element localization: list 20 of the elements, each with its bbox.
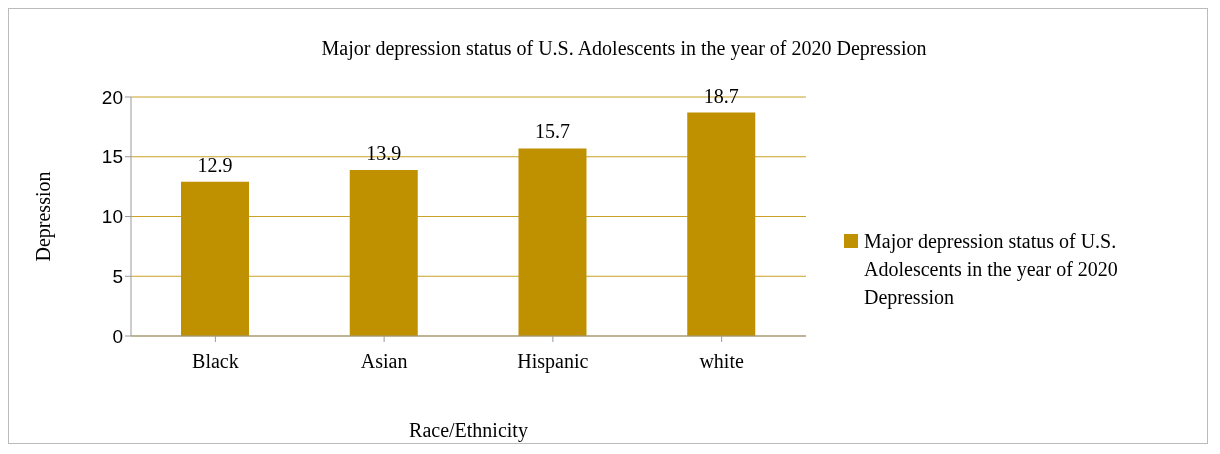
bar xyxy=(687,112,756,336)
data-label: 18.7 xyxy=(703,84,739,107)
bar xyxy=(349,169,418,336)
y-tick-label: 15 xyxy=(101,146,123,168)
data-label: 12.9 xyxy=(197,153,233,176)
legend-label: Major depression status of U.S. Adolescents in the year of 2020 Depression xyxy=(864,229,1119,311)
y-tick-label: 5 xyxy=(112,265,123,287)
y-tick-label: 0 xyxy=(112,325,123,347)
x-tick-label: white xyxy=(699,350,744,373)
data-label: 15.7 xyxy=(535,120,570,143)
x-tick-label: Hispanic xyxy=(517,350,589,374)
y-tick-label: 10 xyxy=(101,206,123,228)
y-tick-label: 20 xyxy=(101,86,123,108)
y-axis-title: Depression xyxy=(32,171,56,262)
bar xyxy=(518,148,587,336)
x-axis-title: Race/Ethnicity xyxy=(409,419,528,442)
bar xyxy=(181,181,249,336)
x-tick-label: Asian xyxy=(360,350,408,373)
x-tick-label: Black xyxy=(192,350,239,373)
chart-title: Major depression status of U.S. Adolescents in the year of 2020 Depression xyxy=(320,37,928,60)
